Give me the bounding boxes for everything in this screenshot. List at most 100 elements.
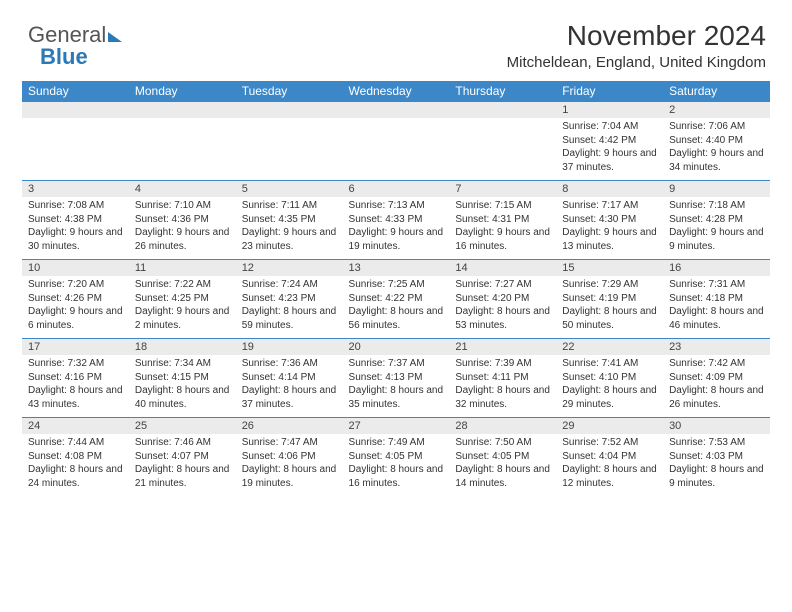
day-number [449,102,556,119]
day-cell: Sunrise: 7:11 AMSunset: 4:35 PMDaylight:… [236,197,343,260]
daylight-text: Daylight: 8 hours and 56 minutes. [349,305,444,332]
daylight-text: Daylight: 8 hours and 19 minutes. [242,463,337,490]
day-number: 2 [663,102,770,119]
day-cell: Sunrise: 7:41 AMSunset: 4:10 PMDaylight:… [556,355,663,418]
sunset-text: Sunset: 4:23 PM [242,292,337,306]
day-number [236,102,343,119]
day-cell: Sunrise: 7:04 AMSunset: 4:42 PMDaylight:… [556,118,663,181]
day-header: Wednesday [343,81,450,102]
sunset-text: Sunset: 4:28 PM [669,213,764,227]
daylight-text: Daylight: 9 hours and 26 minutes. [135,226,230,253]
day-cell: Sunrise: 7:49 AMSunset: 4:05 PMDaylight:… [343,434,450,496]
daylight-text: Daylight: 9 hours and 16 minutes. [455,226,550,253]
sunset-text: Sunset: 4:42 PM [562,134,657,148]
day-number: 26 [236,418,343,435]
daylight-text: Daylight: 9 hours and 9 minutes. [669,226,764,253]
day-cell [343,118,450,181]
sunrise-text: Sunrise: 7:17 AM [562,199,657,213]
sunset-text: Sunset: 4:25 PM [135,292,230,306]
sunset-text: Sunset: 4:26 PM [28,292,123,306]
day-cell: Sunrise: 7:25 AMSunset: 4:22 PMDaylight:… [343,276,450,339]
daylight-text: Daylight: 8 hours and 35 minutes. [349,384,444,411]
day-number: 30 [663,418,770,435]
sunset-text: Sunset: 4:36 PM [135,213,230,227]
day-cell [129,118,236,181]
sunrise-text: Sunrise: 7:04 AM [562,120,657,134]
day-cell: Sunrise: 7:17 AMSunset: 4:30 PMDaylight:… [556,197,663,260]
daylight-text: Daylight: 8 hours and 21 minutes. [135,463,230,490]
sunrise-text: Sunrise: 7:52 AM [562,436,657,450]
day-number: 29 [556,418,663,435]
day-data-row: Sunrise: 7:20 AMSunset: 4:26 PM Daylight:… [22,276,770,339]
daynum-row: 24252627282930 [22,418,770,435]
day-number: 4 [129,181,236,198]
sunrise-text: Sunrise: 7:18 AM [669,199,764,213]
daylight-text: Daylight: 9 hours and 34 minutes. [669,147,764,174]
sunset-text: Sunset: 4:33 PM [349,213,444,227]
sunset-text: Sunset: 4:04 PM [562,450,657,464]
day-number [129,102,236,119]
daylight-text: Daylight: 9 hours and 23 minutes. [242,226,337,253]
sunset-text: Sunset: 4:08 PM [28,450,123,464]
sunset-text: Sunset: 4:14 PM [242,371,337,385]
daylight-text: Daylight: 8 hours and 53 minutes. [455,305,550,332]
day-number: 15 [556,260,663,277]
day-cell: Sunrise: 7:47 AMSunset: 4:06 PMDaylight:… [236,434,343,496]
day-cell: Sunrise: 7:27 AMSunset: 4:20 PMDaylight:… [449,276,556,339]
sunrise-text: Sunrise: 7:50 AM [455,436,550,450]
sunrise-text: Sunrise: 7:06 AM [669,120,764,134]
day-number: 8 [556,181,663,198]
day-cell: Sunrise: 7:34 AMSunset: 4:15 PMDaylight:… [129,355,236,418]
day-data-row: Sunrise: 7:04 AMSunset: 4:42 PMDaylight:… [22,118,770,181]
day-cell [22,118,129,181]
day-data-row: Sunrise: 7:32 AMSunset: 4:16 PMDaylight:… [22,355,770,418]
sunset-text: Sunset: 4:07 PM [135,450,230,464]
daylight-text: Daylight: 8 hours and 32 minutes. [455,384,550,411]
daylight-text: Daylight: 8 hours and 16 minutes. [349,463,444,490]
day-cell: Sunrise: 7:06 AMSunset: 4:40 PMDaylight:… [663,118,770,181]
sunset-text: Sunset: 4:38 PM [28,213,123,227]
sunrise-text: Sunrise: 7:13 AM [349,199,444,213]
sunrise-text: Sunrise: 7:24 AM [242,278,337,292]
sunrise-text: Sunrise: 7:47 AM [242,436,337,450]
sunset-text: Sunset: 4:31 PM [455,213,550,227]
day-header: Saturday [663,81,770,102]
sunset-text: Sunset: 4:18 PM [669,292,764,306]
sunrise-text: Sunrise: 7:15 AM [455,199,550,213]
day-number: 21 [449,339,556,356]
day-number: 17 [22,339,129,356]
sunset-text: Sunset: 4:06 PM [242,450,337,464]
day-number: 23 [663,339,770,356]
day-number [22,102,129,119]
day-header: Tuesday [236,81,343,102]
sunset-text: Sunset: 4:10 PM [562,371,657,385]
day-number: 28 [449,418,556,435]
day-cell: Sunrise: 7:13 AMSunset: 4:33 PMDaylight:… [343,197,450,260]
day-number: 14 [449,260,556,277]
day-header: Thursday [449,81,556,102]
daylight-text: Daylight: 8 hours and 37 minutes. [242,384,337,411]
day-cell: Sunrise: 7:15 AMSunset: 4:31 PMDaylight:… [449,197,556,260]
daynum-row: 12 [22,102,770,119]
day-number: 3 [22,181,129,198]
sunrise-text: Sunrise: 7:39 AM [455,357,550,371]
sunrise-text: Sunrise: 7:44 AM [28,436,123,450]
logo-text-blue: Blue [40,44,88,69]
day-cell: Sunrise: 7:20 AMSunset: 4:26 PMDaylight:… [22,276,129,339]
daylight-text: Daylight: 8 hours and 46 minutes. [669,305,764,332]
daylight-text: Daylight: 9 hours and 2 minutes. [135,305,230,332]
day-cell: Sunrise: 7:29 AMSunset: 4:19 PMDaylight:… [556,276,663,339]
day-number: 5 [236,181,343,198]
day-header: Monday [129,81,236,102]
daylight-text: Daylight: 9 hours and 37 minutes. [562,147,657,174]
day-number: 6 [343,181,450,198]
location-text: Mitcheldean, England, United Kingdom [22,54,766,71]
sunset-text: Sunset: 4:15 PM [135,371,230,385]
day-number: 27 [343,418,450,435]
day-number: 22 [556,339,663,356]
day-number: 18 [129,339,236,356]
daylight-text: Daylight: 8 hours and 26 minutes. [669,384,764,411]
day-header-row: SundayMondayTuesdayWednesdayThursdayFrid… [22,81,770,102]
sunrise-text: Sunrise: 7:20 AM [28,278,123,292]
day-number: 25 [129,418,236,435]
